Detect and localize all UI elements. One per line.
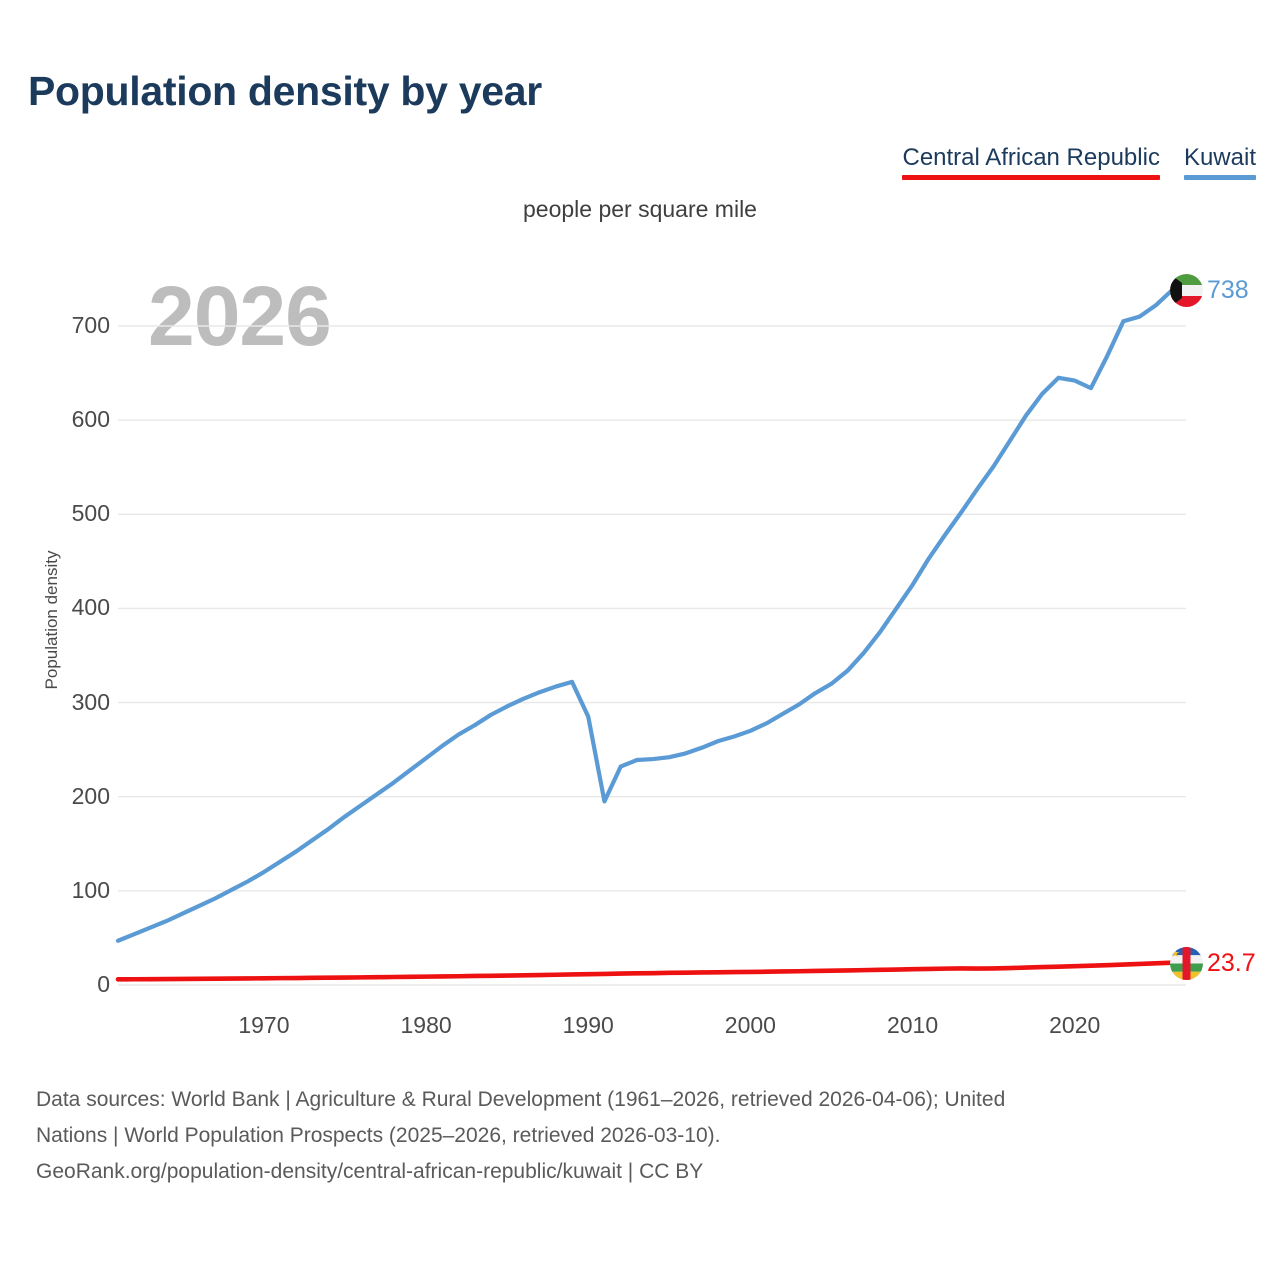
end-label-central-african-republic: 23.7 xyxy=(1170,946,1256,980)
y-axis-tick-label: 100 xyxy=(71,876,110,903)
chart-subtitle: people per square mile xyxy=(0,196,1280,223)
legend-item-central-african-republic[interactable]: Central African Republic xyxy=(902,144,1160,180)
x-axis-tick-label: 2020 xyxy=(1049,1012,1101,1038)
y-axis-tick-label: 200 xyxy=(71,782,110,809)
central-african-republic-flag-icon xyxy=(1170,946,1203,980)
x-axis-tick-label: 2010 xyxy=(886,1012,939,1038)
x-axis-tick-label: 2000 xyxy=(724,1012,776,1038)
end-value-text: 23.7 xyxy=(1207,948,1256,977)
legend-rule-kuwait xyxy=(1183,175,1256,180)
footer-line-3: GeoRank.org/population-density/central-a… xyxy=(36,1160,704,1183)
y-axis-tick-label: 600 xyxy=(71,406,110,433)
legend-rule-central-african-republic xyxy=(902,175,1160,180)
kuwait-flag-icon xyxy=(1170,274,1203,308)
y-axis-tick-label: 300 xyxy=(71,688,110,715)
x-axis-tick-label: 1990 xyxy=(562,1012,614,1038)
footer-line-2: Nations | World Population Prospects (20… xyxy=(36,1124,721,1147)
chart-subtitle-text: people per square mile xyxy=(523,196,757,222)
x-axis-tick-label: 1970 xyxy=(238,1012,290,1038)
legend-item-kuwait[interactable]: Kuwait xyxy=(1183,144,1256,180)
watermark-year: 2026 xyxy=(148,269,332,363)
data-line-central-african-republic xyxy=(115,960,1175,982)
legend-label-kuwait: Kuwait xyxy=(1183,144,1256,171)
y-axis-tick-label: 0 xyxy=(97,971,110,997)
page-title: Population density by year xyxy=(28,68,542,114)
x-axis-tick-label: 1980 xyxy=(400,1012,452,1038)
end-label-kuwait: 738 xyxy=(1170,274,1249,308)
legend-label-central-african-republic: Central African Republic xyxy=(902,144,1160,171)
y-axis-ticks: 0 100 200 300 400 500 600 700 xyxy=(0,0,110,1060)
x-axis-ticks: 1970 1980 1990 2000 2010 2020 xyxy=(0,1012,1280,1052)
footer-sources: Data sources: World Bank | Agriculture &… xyxy=(36,1082,1266,1190)
y-axis-tick-label: 500 xyxy=(71,500,110,527)
data-line-kuwait xyxy=(115,288,1175,943)
y-axis-tick-label: 700 xyxy=(71,312,110,338)
legend: Central African Republic Kuwait xyxy=(902,144,1256,180)
footer-line-1: Data sources: World Bank | Agriculture &… xyxy=(36,1088,1006,1111)
end-value-text: 738 xyxy=(1207,276,1249,305)
y-axis-tick-label: 400 xyxy=(71,594,110,621)
